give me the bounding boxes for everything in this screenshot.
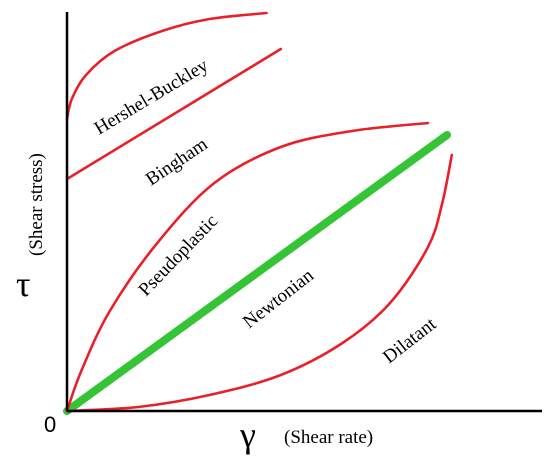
curve-bingham	[65, 47, 283, 181]
curve-labels: Hershel-Buckley Bingham Pseudoplastic Ne…	[91, 55, 441, 368]
x-axis-label: (Shear rate)	[284, 427, 373, 448]
curve-hershel-buckley	[65, 11, 268, 121]
label-bingham: Bingham	[142, 134, 212, 190]
curve-pseudoplastic	[65, 121, 430, 413]
y-axis-symbol: τ	[16, 264, 30, 304]
curve-newtonian	[63, 131, 451, 415]
x-axis-symbol: γ	[239, 415, 256, 455]
plot-area	[63, 11, 454, 415]
label-dilatant: Dilatant	[379, 313, 441, 368]
y-axis-label: (Shear stress)	[26, 153, 47, 256]
curve-dilatant	[65, 153, 454, 413]
origin-label: 0	[44, 412, 56, 437]
